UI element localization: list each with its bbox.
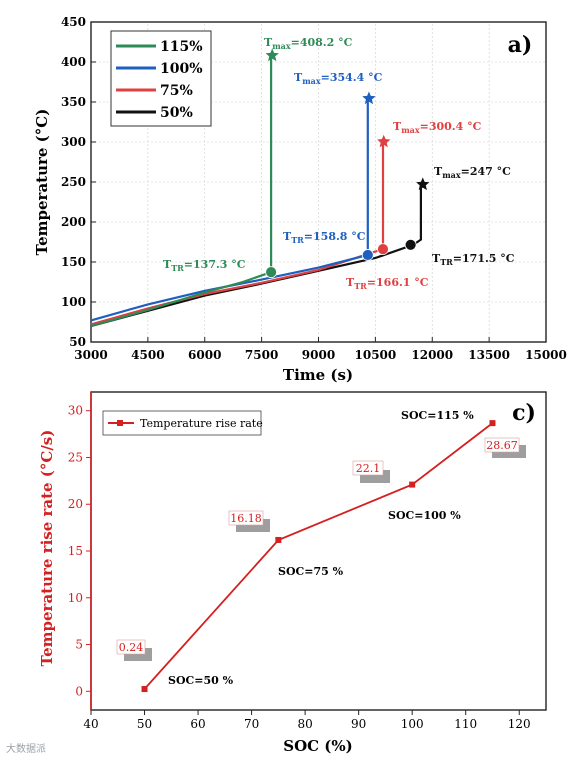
c-x-tick-label: 80 [297, 717, 312, 731]
a-y-tick-label: 100 [61, 295, 86, 309]
value-label-50: 0.24 [119, 641, 144, 654]
c-x-tick-label: 70 [244, 717, 259, 731]
soc-50-label: SOC=50 % [168, 674, 234, 687]
panel-a-x-axis-label: Time (s) [283, 366, 353, 384]
a-y-tick-label: 150 [61, 255, 86, 269]
a-y-tick-label: 300 [61, 135, 86, 149]
panel-a-legend: 115% 100% 75% 50% [110, 30, 212, 127]
c-x-tick-label: 50 [137, 717, 152, 731]
a-x-tick-label: 12000 [411, 348, 453, 362]
panel-a-grid [91, 22, 546, 342]
panel-c-x-axis-label: SOC (%) [283, 737, 353, 755]
c-y-tick-label: 5 [75, 638, 83, 652]
c-y-tick-label: 0 [75, 684, 83, 698]
soc-75-label: SOC=75 % [278, 565, 344, 578]
legend-label-50: 50% [160, 105, 193, 121]
c-x-tick-label: 110 [454, 717, 477, 731]
value-label-box-75 [228, 510, 264, 526]
panel-c-y-axis-label: Temperature rise rate (°C/s) [38, 430, 56, 667]
panel-a: 3000 4500 6000 7500 9000 10500 12000 13500 15000… [33, 15, 567, 384]
panel-a-label: a) [508, 32, 533, 58]
legend-marker-rise-rate [117, 420, 123, 426]
value-label-100: 22.1 [356, 462, 381, 475]
c-x-tick-label: 40 [83, 717, 98, 731]
value-label-75: 16.18 [230, 512, 262, 525]
panel-a-ticks: 3000 4500 6000 7500 9000 10500 12000 13500 15000… [61, 15, 567, 362]
panel-c-value-labels: 0.24 16.18 22.1 28.67 [116, 437, 526, 661]
a-x-tick-label: 6000 [188, 348, 221, 362]
panel-c: 40 50 60 70 80 90 100 110 120 0 5 10 15 20 25 30 c) SOC… [38, 391, 547, 755]
soc-100-label: SOC=100 % [388, 509, 461, 522]
a-tmax-marker-75 [377, 134, 391, 148]
a-tmax-marker-50 [416, 177, 430, 191]
panel-c-frame [90, 391, 547, 711]
c-y-tick-label: 20 [68, 497, 83, 511]
value-label-box-100 [352, 460, 384, 476]
panel-a-y-axis-label: Temperature (°C) [33, 109, 51, 256]
a-y-tick-label: 450 [61, 15, 86, 29]
legend-label-115: 115% [160, 39, 203, 55]
ttr-115-annotation: TTR=137.3 °C [163, 258, 246, 273]
c-data-point [489, 420, 496, 427]
ttr-75-annotation: TTR=166.1 °C [346, 276, 429, 291]
c-data-point [275, 536, 282, 543]
c-x-tick-label: 60 [190, 717, 205, 731]
c-y-tick-label: 30 [68, 404, 83, 418]
a-ttr-marker-50 [404, 238, 417, 251]
legend-label-75: 75% [160, 83, 193, 99]
a-y-tick-label: 250 [61, 175, 86, 189]
a-ttr-marker-100 [361, 249, 374, 261]
c-y-tick-label: 15 [68, 544, 83, 558]
c-data-point [409, 481, 416, 488]
panel-c-soc-labels: SOC=50 % SOC=75 % SOC=100 % SOC=115 % [168, 409, 474, 687]
a-x-tick-label: 15000 [525, 348, 567, 362]
panel-c-ticks: 40 50 60 70 80 90 100 110 120 0 5 10 15 20 25 30 [68, 392, 531, 731]
c-x-tick-label: 120 [508, 717, 531, 731]
a-y-tick-label: 350 [61, 95, 86, 109]
a-x-tick-label: 3000 [74, 348, 107, 362]
panel-a-series [90, 48, 430, 328]
a-tmax-marker-100 [362, 91, 376, 105]
a-series-line-115 [90, 55, 273, 328]
a-x-tick-label: 7500 [245, 348, 278, 362]
c-data-point [141, 686, 148, 693]
soc-115-label: SOC=115 % [401, 409, 474, 422]
c-y-tick-label: 25 [68, 450, 83, 464]
ttr-100-annotation: TTR=158.8 °C [283, 230, 366, 245]
panel-c-label: c) [512, 400, 536, 426]
a-ttr-marker-115 [265, 266, 278, 279]
a-y-tick-label: 200 [61, 215, 86, 229]
c-x-tick-label: 100 [401, 717, 424, 731]
a-y-tick-label: 50 [69, 335, 86, 349]
watermark-text: 大数据派 [6, 744, 46, 755]
value-label-115: 28.67 [486, 439, 518, 452]
value-label-box-115 [484, 437, 520, 453]
value-label-box-50 [116, 639, 146, 655]
a-x-tick-label: 10500 [355, 348, 397, 362]
a-x-tick-label: 13500 [468, 348, 510, 362]
panel-c-series [141, 420, 496, 693]
legend-label-rise-rate: Temperature rise rate [140, 417, 263, 430]
legend-label-100: 100% [160, 61, 203, 77]
a-x-tick-label: 9000 [302, 348, 335, 362]
ttr-50-annotation: TTR=171.5 °C [432, 252, 515, 267]
a-tmax-marker-115 [265, 48, 279, 62]
c-x-tick-label: 90 [351, 717, 366, 731]
panel-c-legend: Temperature rise rate [102, 410, 263, 436]
a-y-tick-label: 400 [61, 55, 86, 69]
a-ttr-marker-75 [377, 243, 389, 256]
c-y-tick-label: 10 [68, 591, 83, 605]
c-series-line [143, 422, 494, 690]
a-x-tick-label: 4500 [131, 348, 164, 362]
